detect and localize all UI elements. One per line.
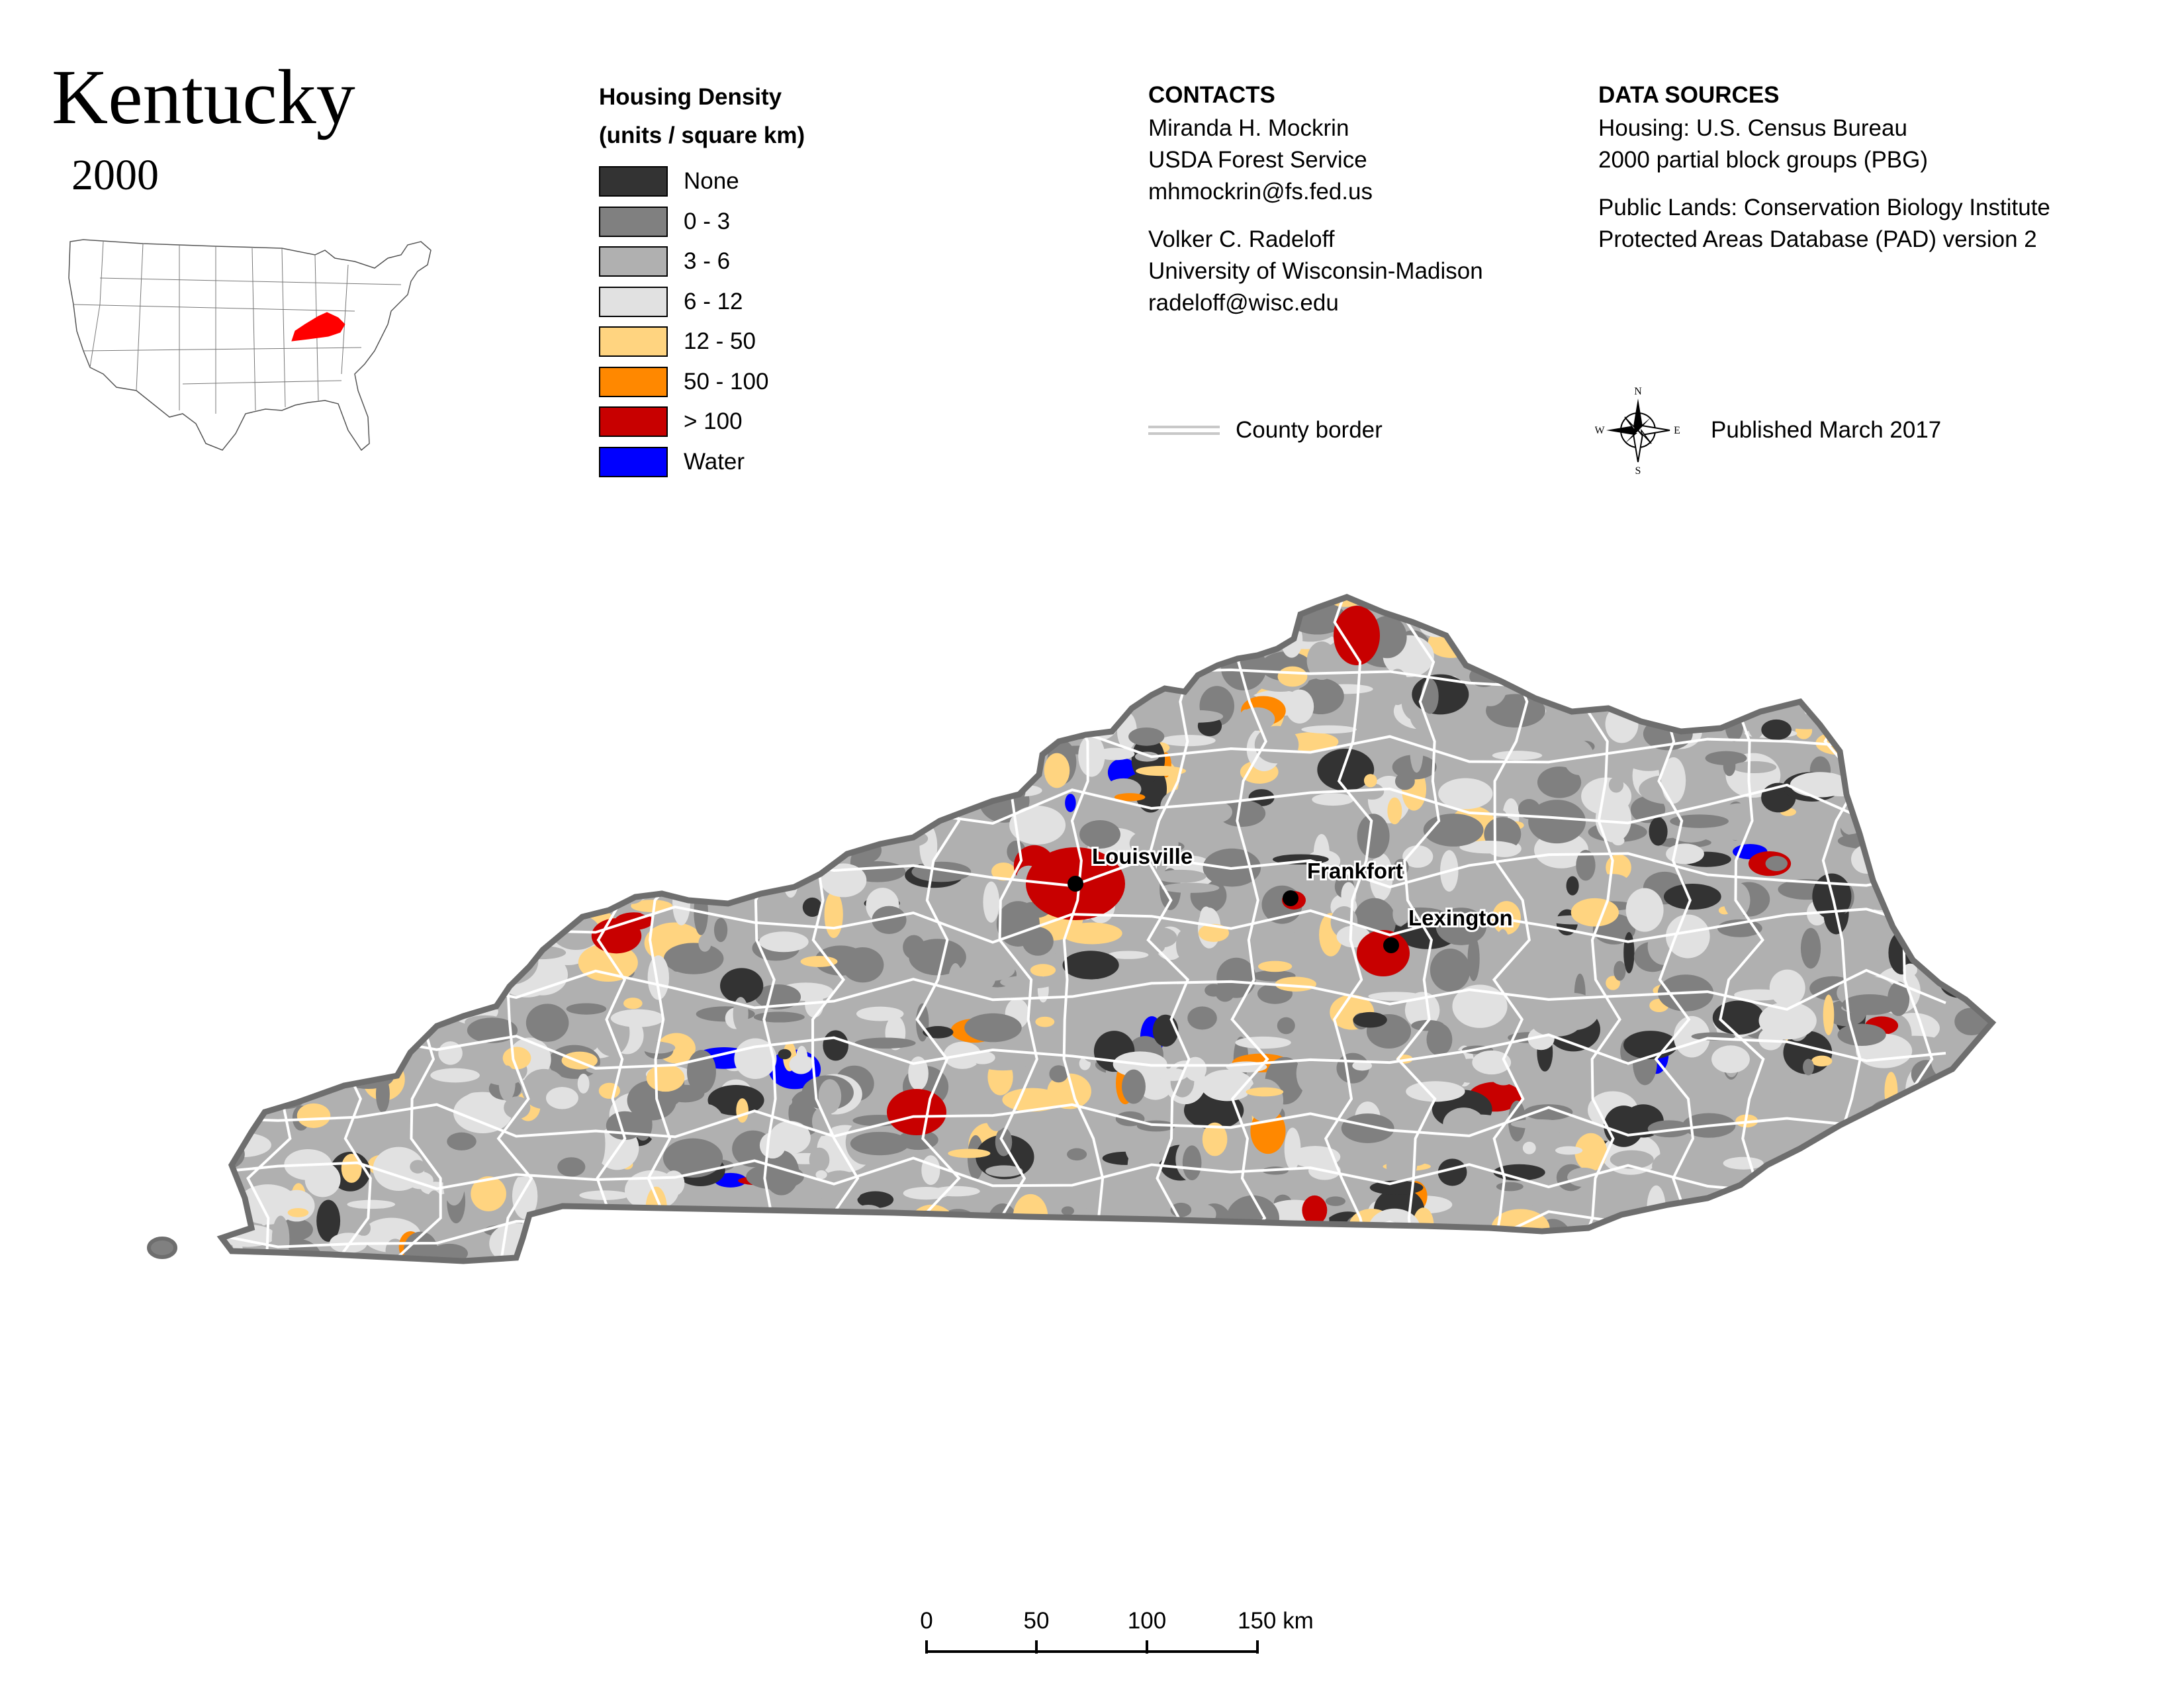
legend-label: > 100 bbox=[684, 408, 743, 435]
legend-item: None bbox=[599, 162, 805, 202]
city-lexington: Lexington bbox=[1383, 904, 1515, 953]
kentucky-housing-density-map: Louisville Frankfort Lexington bbox=[147, 594, 1997, 1264]
state-border bbox=[216, 594, 1997, 1264]
scale-bar: 0 50 100 150 km bbox=[920, 1608, 1314, 1654]
legend-label: Water bbox=[684, 448, 745, 475]
housing-density-legend: Housing Density (units / square km) None… bbox=[599, 78, 805, 482]
contacts-heading: CONTACTS bbox=[1148, 82, 1275, 108]
published-date: Published March 2017 bbox=[1711, 417, 1942, 443]
legend-item: 3 - 6 bbox=[599, 242, 805, 282]
legend-swatch bbox=[599, 366, 668, 397]
legend-label: 50 - 100 bbox=[684, 368, 769, 395]
legend-swatch bbox=[599, 246, 668, 277]
source-line-3: Public Lands: Conservation Biology Insti… bbox=[1598, 195, 2050, 220]
legend-items: None 0 - 3 3 - 6 6 - 12 12 - 50 50 - 100 > 100… bbox=[599, 162, 805, 482]
source-line-4: Protected Areas Database (PAD) version 2 bbox=[1598, 226, 2037, 252]
city-label-lexington: Lexington bbox=[1408, 906, 1513, 930]
city-label-louisville: Louisville bbox=[1092, 844, 1193, 868]
compass-rose-icon: N S E W bbox=[1595, 386, 1680, 477]
legend-item: 0 - 3 bbox=[599, 202, 805, 242]
legend-units: (units / square km) bbox=[599, 122, 805, 148]
legend-item: 12 - 50 bbox=[599, 322, 805, 362]
county-border-swatch bbox=[1148, 426, 1220, 435]
city-markers: Louisville Frankfort Lexington bbox=[1068, 842, 1515, 953]
scale-tick-100: 100 bbox=[1128, 1608, 1166, 1634]
density-patches bbox=[222, 597, 1992, 1261]
us-locator-map bbox=[68, 239, 432, 451]
legend-swatch bbox=[599, 446, 668, 477]
compass-e: E bbox=[1674, 425, 1680, 436]
scale-tick-0: 0 bbox=[920, 1608, 933, 1634]
county-border-label: County border bbox=[1236, 417, 1383, 443]
compass-s: S bbox=[1635, 465, 1641, 477]
density-fill bbox=[222, 597, 1992, 1261]
legend-swatch bbox=[599, 286, 668, 317]
map-title: Kentucky bbox=[52, 54, 355, 140]
us-outline bbox=[68, 239, 432, 451]
legend-item: > 100 bbox=[599, 402, 805, 442]
contact2-name: Volker C. Radeloff bbox=[1148, 226, 1335, 252]
legend-heading: Housing Density bbox=[599, 84, 782, 110]
data-sources-block: DATA SOURCES Housing: U.S. Census Bureau… bbox=[1598, 79, 2050, 256]
contact1-email: mhmockrin@fs.fed.us bbox=[1148, 179, 1373, 205]
contact1-name: Miranda H. Mockrin bbox=[1148, 115, 1349, 141]
scale-tick-50: 50 bbox=[1024, 1608, 1050, 1634]
city-label-frankfort: Frankfort bbox=[1307, 859, 1403, 883]
kentucky-bend-exclave bbox=[147, 1237, 177, 1259]
compass-w: W bbox=[1595, 425, 1605, 436]
legend-label: 12 - 50 bbox=[684, 328, 756, 355]
legend-item: Water bbox=[599, 442, 805, 483]
legend-swatch bbox=[599, 166, 668, 197]
contact2-email: radeloff@wisc.edu bbox=[1148, 290, 1339, 316]
map-year: 2000 bbox=[71, 151, 159, 199]
city-louisville: Louisville bbox=[1068, 842, 1195, 892]
legend-swatch bbox=[599, 326, 668, 357]
contact1-org: USDA Forest Service bbox=[1148, 147, 1367, 173]
kentucky-highlight bbox=[291, 312, 345, 342]
state-lines bbox=[73, 241, 402, 414]
county-border-key: County border bbox=[1148, 417, 1383, 444]
legend-item: 50 - 100 bbox=[599, 362, 805, 402]
sources-heading: DATA SOURCES bbox=[1598, 82, 1780, 108]
legend-item: 6 - 12 bbox=[599, 282, 805, 322]
city-frankfort: Frankfort bbox=[1283, 857, 1405, 906]
legend-label: 6 - 12 bbox=[684, 288, 743, 314]
compass-n: N bbox=[1634, 386, 1642, 397]
scale-tick-150: 150 km bbox=[1238, 1608, 1314, 1634]
source-line-2: 2000 partial block groups (PBG) bbox=[1598, 147, 1929, 173]
legend-swatch bbox=[599, 406, 668, 438]
legend-label: 3 - 6 bbox=[684, 248, 731, 275]
legend-swatch bbox=[599, 206, 668, 237]
contact2-org: University of Wisconsin-Madison bbox=[1148, 258, 1483, 284]
legend-label: 0 - 3 bbox=[684, 208, 731, 234]
legend-label: None bbox=[684, 168, 739, 195]
source-line-1: Housing: U.S. Census Bureau bbox=[1598, 115, 1907, 141]
contacts-block: CONTACTS Miranda H. Mockrin USDA Forest … bbox=[1148, 79, 1483, 319]
